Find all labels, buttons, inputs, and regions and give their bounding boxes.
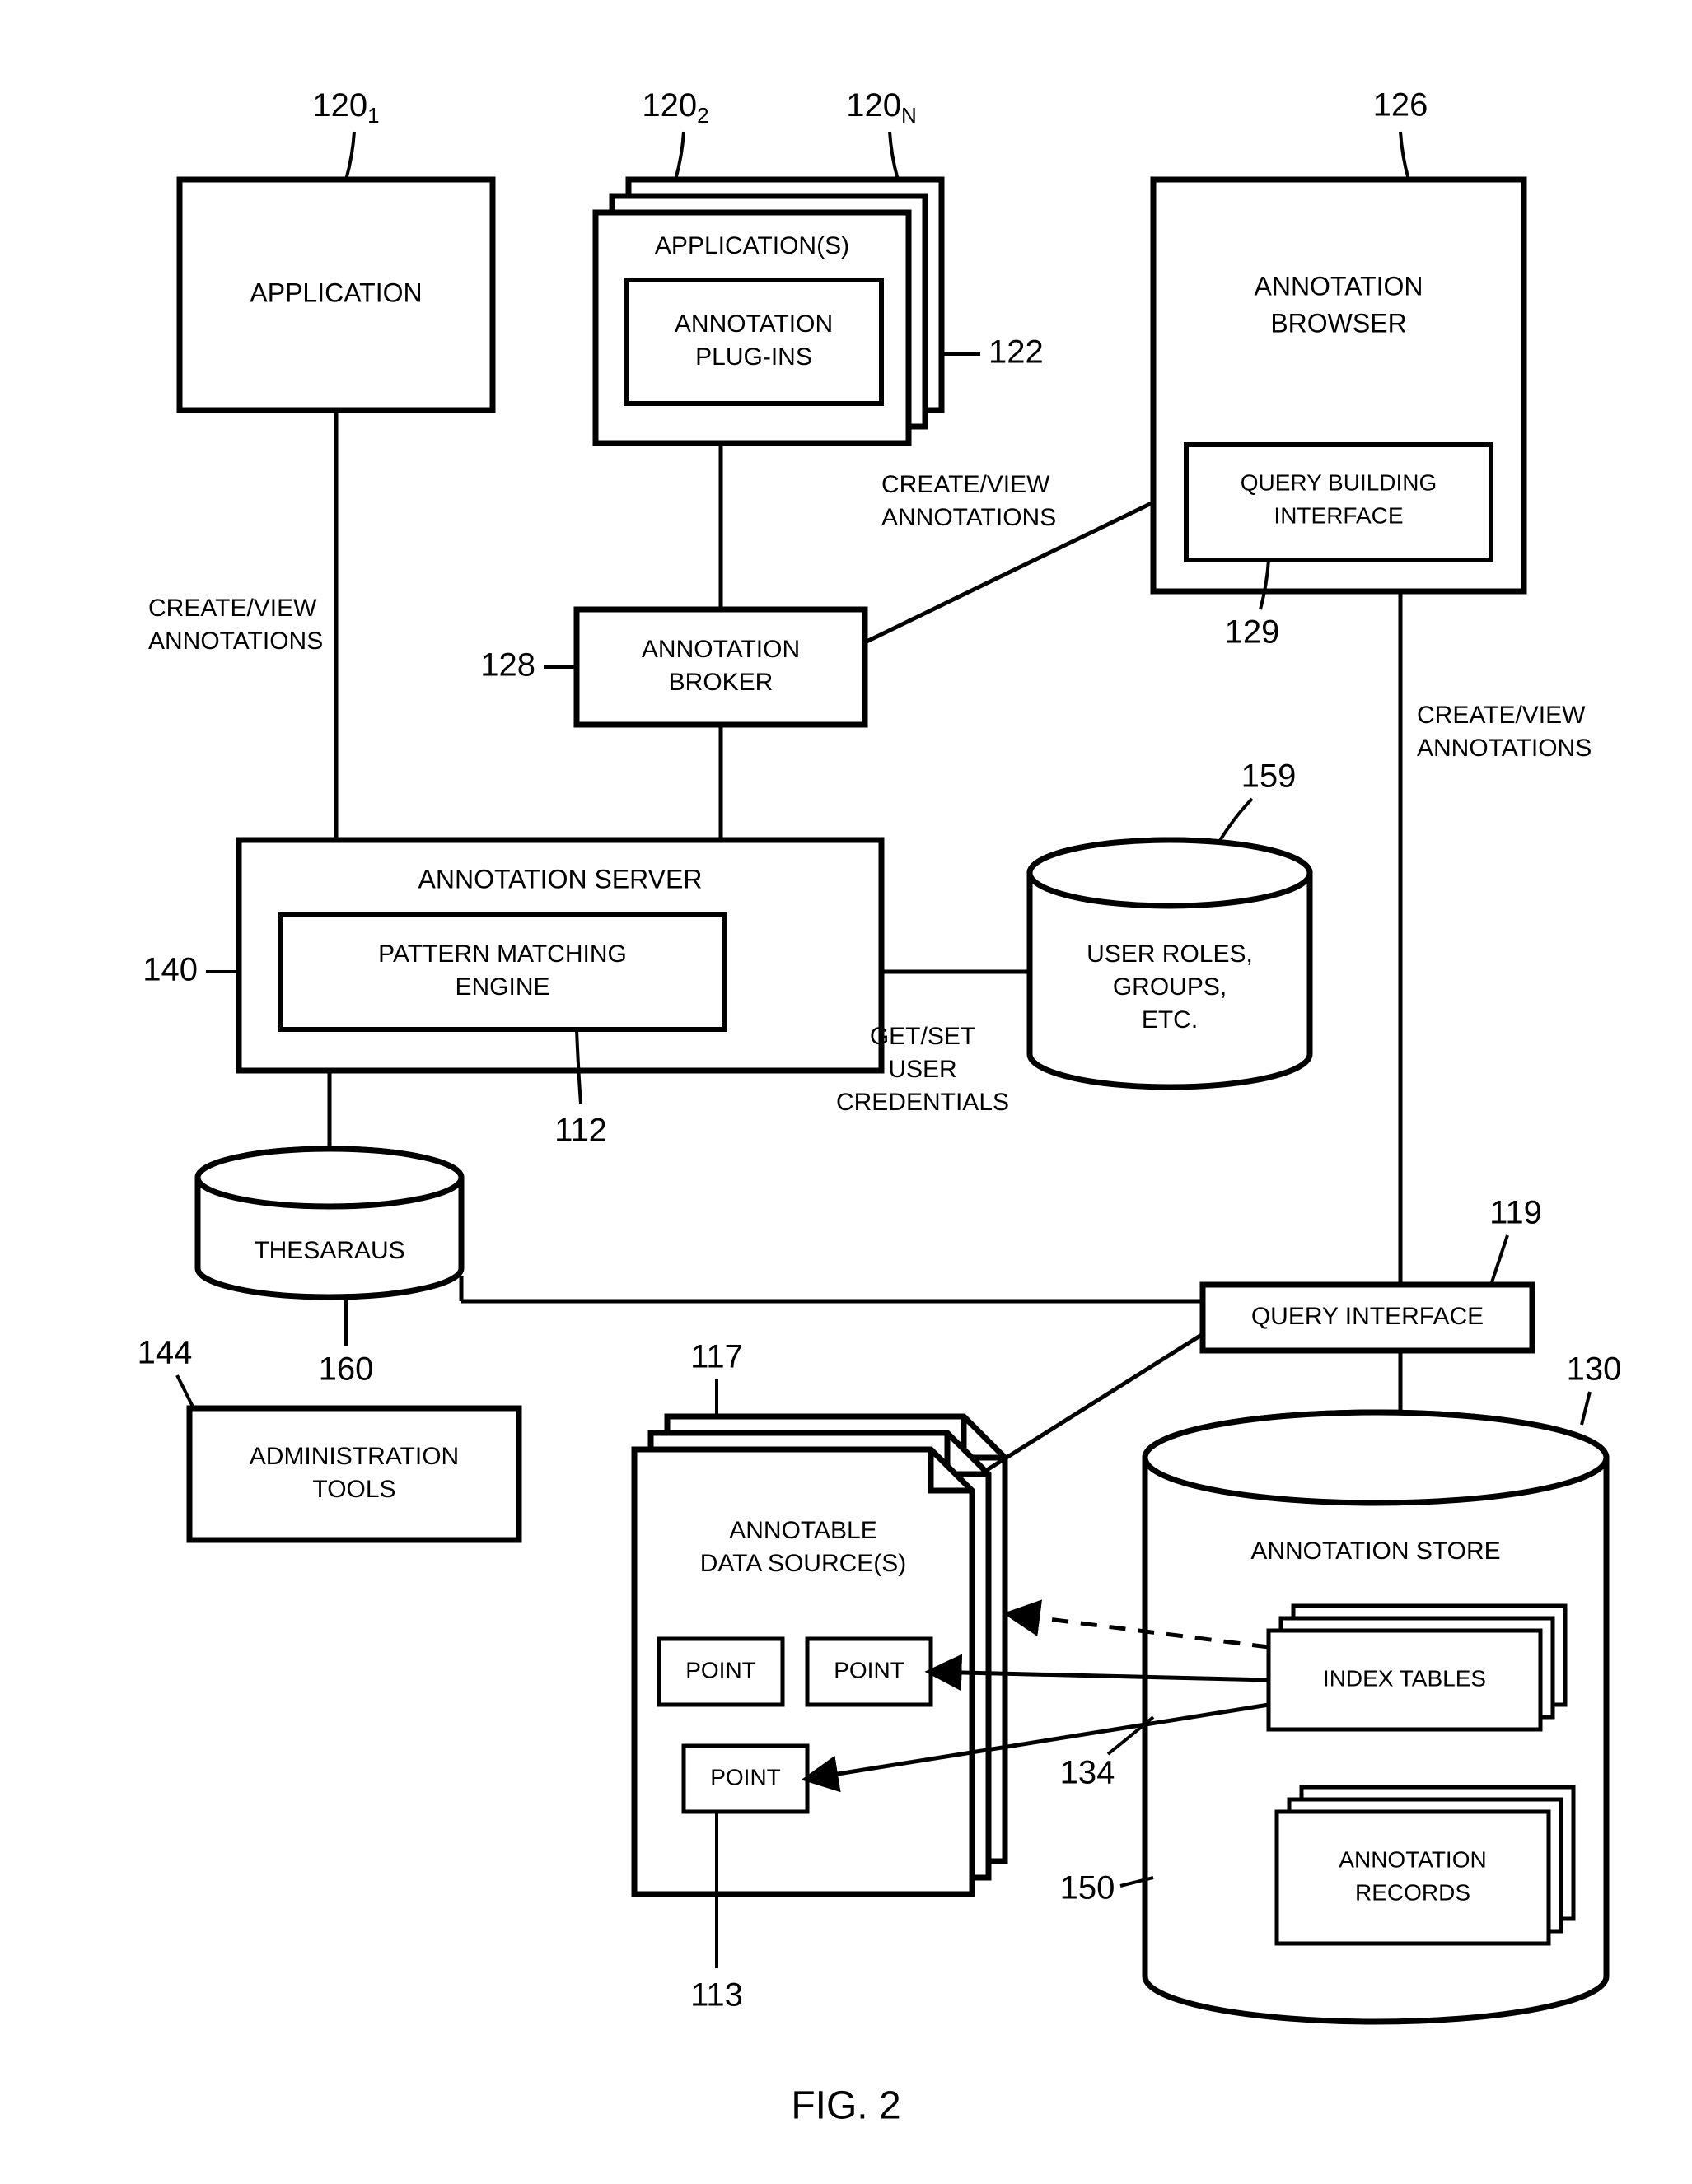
- figure-caption: FIG. 2: [791, 2084, 900, 2128]
- svg-text:117: 117: [690, 1339, 743, 1375]
- admin-tools-box: ADMINISTRATION TOOLS: [189, 1408, 519, 1540]
- svg-text:1202: 1202: [642, 87, 708, 128]
- diagram-figure: APPLICATION APPLICATION(S) ANNOTATION PL…: [0, 0, 1692, 2184]
- svg-text:122: 122: [989, 334, 1044, 371]
- plugins-label-1: ANNOTATION: [675, 310, 833, 338]
- server-label: ANNOTATION SERVER: [418, 864, 703, 894]
- svg-text:134: 134: [1060, 1755, 1115, 1791]
- qif-label: QUERY INTERFACE: [1251, 1303, 1484, 1330]
- store-title: ANNOTATION STORE: [1250, 1538, 1500, 1565]
- qbi-label-1: QUERY BUILDING: [1241, 469, 1437, 495]
- broker-label-1: ANNOTATION: [642, 636, 800, 663]
- browser-label-1: ANNOTATION: [1254, 271, 1423, 301]
- svg-text:ANNOTATIONS: ANNOTATIONS: [1417, 735, 1592, 762]
- svg-text:129: 129: [1225, 614, 1280, 651]
- pme-label-2: ENGINE: [455, 973, 549, 1001]
- svg-text:160: 160: [319, 1351, 374, 1388]
- browser-label-2: BROWSER: [1270, 308, 1406, 338]
- annotation-browser-box: ANNOTATION BROWSER QUERY BUILDING INTERF…: [1153, 180, 1524, 591]
- svg-text:1201: 1201: [312, 87, 379, 128]
- svg-text:113: 113: [690, 1977, 743, 2014]
- svg-text:119: 119: [1489, 1195, 1542, 1231]
- records-l2: RECORDS: [1355, 1879, 1470, 1905]
- user-roles-cylinder: USER ROLES, GROUPS, ETC.: [1030, 840, 1310, 1087]
- index-tables-label: INDEX TABLES: [1323, 1665, 1486, 1691]
- svg-text:144: 144: [138, 1335, 193, 1371]
- broker-label-2: BROKER: [669, 669, 774, 696]
- svg-text:128: 128: [480, 647, 535, 684]
- svg-text:CREDENTIALS: CREDENTIALS: [836, 1089, 1009, 1116]
- point-label-2: POINT: [834, 1657, 904, 1682]
- svg-text:130: 130: [1567, 1351, 1622, 1388]
- point-label-3: POINT: [710, 1764, 781, 1790]
- admin-l1: ADMINISTRATION: [250, 1443, 459, 1470]
- svg-text:120N: 120N: [846, 87, 917, 128]
- svg-text:CREATE/VIEW: CREATE/VIEW: [881, 471, 1050, 498]
- userdb-l2: GROUPS,: [1113, 973, 1227, 1001]
- annotation-broker-box: ANNOTATION BROKER: [577, 609, 865, 725]
- svg-text:150: 150: [1060, 1870, 1115, 1906]
- pme-label-1: PATTERN MATCHING: [378, 940, 627, 968]
- svg-text:CREATE/VIEW: CREATE/VIEW: [1417, 702, 1586, 729]
- annotable-data-sources: ANNOTABLE DATA SOURCE(S) POINT POINT POI…: [634, 1416, 1005, 1894]
- thesaurus-label: THESARAUS: [254, 1237, 404, 1264]
- ads-l2: DATA SOURCE(S): [700, 1550, 907, 1577]
- point-label-1: POINT: [685, 1657, 756, 1682]
- annotation-records-stack: ANNOTATION RECORDS: [1277, 1787, 1573, 1944]
- annotation-server-box: ANNOTATION SERVER PATTERN MATCHING ENGIN…: [239, 840, 881, 1071]
- qbi-label-2: INTERFACE: [1274, 502, 1403, 528]
- svg-text:159: 159: [1241, 758, 1297, 795]
- query-interface-box: QUERY INTERFACE: [1203, 1285, 1532, 1351]
- applications-label: APPLICATION(S): [655, 232, 849, 259]
- svg-text:ANNOTATIONS: ANNOTATIONS: [148, 628, 323, 655]
- annotation-store-cylinder: ANNOTATION STORE INDEX TABLES ANNOTATION…: [1145, 1412, 1606, 2022]
- svg-text:CREATE/VIEW: CREATE/VIEW: [148, 595, 317, 622]
- svg-text:GET/SET: GET/SET: [870, 1023, 975, 1050]
- svg-text:126: 126: [1373, 87, 1428, 124]
- index-tables-stack: INDEX TABLES: [1269, 1606, 1565, 1729]
- svg-text:140: 140: [143, 952, 198, 988]
- application-label: APPLICATION: [250, 278, 422, 307]
- application-box: APPLICATION: [180, 180, 493, 410]
- records-l1: ANNOTATION: [1339, 1846, 1486, 1872]
- svg-text:112: 112: [554, 1113, 607, 1149]
- ads-l1: ANNOTABLE: [729, 1517, 877, 1544]
- svg-text:ANNOTATIONS: ANNOTATIONS: [881, 504, 1056, 531]
- applications-stack: APPLICATION(S) ANNOTATION PLUG-INS: [596, 180, 942, 443]
- admin-l2: TOOLS: [312, 1476, 395, 1503]
- thesaurus-cylinder: THESARAUS: [198, 1149, 461, 1297]
- userdb-l1: USER ROLES,: [1087, 940, 1253, 968]
- plugins-label-2: PLUG-INS: [695, 343, 812, 371]
- userdb-l3: ETC.: [1142, 1006, 1198, 1034]
- svg-text:USER: USER: [888, 1056, 956, 1083]
